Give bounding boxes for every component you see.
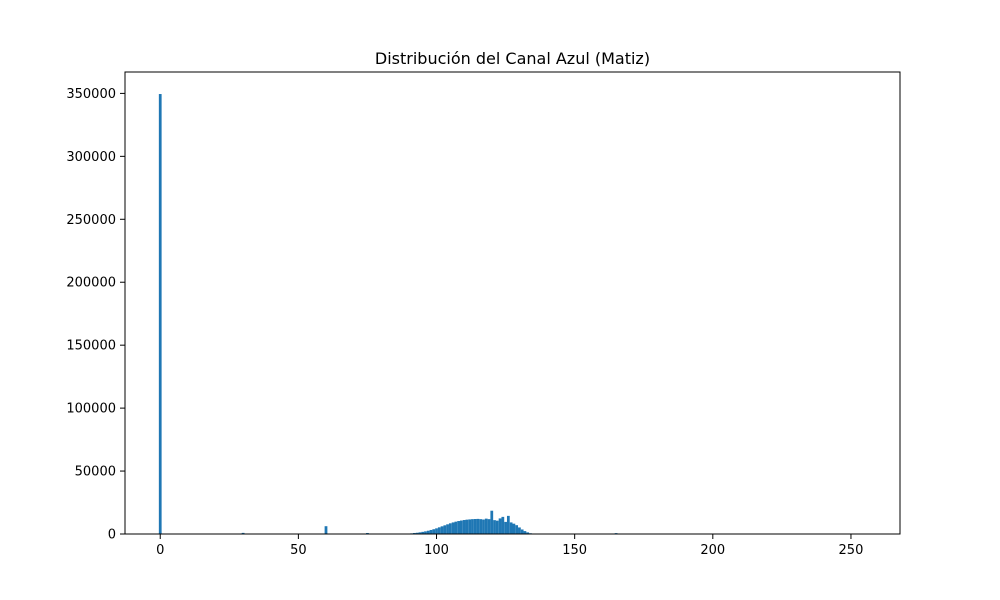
histogram-bar xyxy=(429,529,433,534)
histogram-bar xyxy=(471,519,474,534)
histogram-bar xyxy=(440,526,444,534)
histogram-bar xyxy=(473,519,477,534)
histogram-bar xyxy=(426,530,430,534)
histogram-bar xyxy=(465,519,469,534)
histogram-bar xyxy=(437,527,441,534)
histogram-bar xyxy=(462,520,466,534)
histogram-bar xyxy=(446,524,449,534)
histogram-bar xyxy=(415,532,419,534)
histogram-bar xyxy=(512,523,516,534)
histogram-bar xyxy=(476,518,480,534)
plot-frame xyxy=(124,71,901,535)
y-tick-label: 300000 xyxy=(66,150,116,165)
histogram-bar xyxy=(460,520,463,534)
histogram-bar xyxy=(435,528,438,534)
histogram-bar xyxy=(418,532,422,534)
x-tick-label: 200 xyxy=(700,543,725,558)
histogram-bar xyxy=(324,526,328,534)
histogram-bar xyxy=(432,529,436,534)
histogram-bar xyxy=(515,525,519,534)
histogram-bar xyxy=(506,515,510,534)
x-tick-label: 50 xyxy=(290,543,307,558)
histogram-bar xyxy=(457,521,460,534)
y-axis: 0 50000 100000 150000 200000 250000 300000 3500… xyxy=(66,87,125,543)
histogram-bar xyxy=(526,532,530,534)
y-tick-label: 150000 xyxy=(66,339,116,354)
histogram-bar xyxy=(520,529,524,534)
chart-title: Distribución del Canal Azul (Matiz) xyxy=(375,49,650,68)
histogram-bar xyxy=(493,520,496,534)
histogram-bar xyxy=(366,532,369,534)
y-tick-label: 250000 xyxy=(66,213,116,228)
histogram-bar xyxy=(484,518,488,534)
histogram-bar xyxy=(468,519,472,534)
histogram-bar xyxy=(482,519,485,534)
y-tick-label: 100000 xyxy=(66,402,116,417)
histogram-bar xyxy=(241,532,245,534)
histogram-bar xyxy=(451,522,455,534)
histogram-bar xyxy=(443,525,447,534)
histogram-bar xyxy=(498,518,502,534)
y-tick-label: 350000 xyxy=(66,87,116,102)
histogram-bar xyxy=(490,510,494,534)
histogram-bar xyxy=(448,523,452,534)
x-tick-label: 0 xyxy=(156,543,164,558)
histogram-bar xyxy=(421,531,425,534)
histogram-bar xyxy=(518,527,521,534)
histogram-bar xyxy=(495,520,499,534)
x-axis: 0 50 100 150 200 250 xyxy=(156,534,863,558)
x-tick-label: 100 xyxy=(424,543,449,558)
y-tick-label: 0 xyxy=(108,528,116,543)
x-tick-label: 250 xyxy=(839,543,864,558)
bars-group xyxy=(158,94,618,534)
histogram-bar xyxy=(413,532,416,534)
histogram-bar xyxy=(501,516,505,534)
histogram-bar xyxy=(509,522,513,534)
histogram-bar xyxy=(523,531,527,534)
histogram-bar xyxy=(504,521,507,534)
y-tick-label: 200000 xyxy=(66,276,116,291)
histogram-bar xyxy=(487,519,491,534)
histogram-bar xyxy=(424,531,427,534)
x-tick-label: 150 xyxy=(562,543,587,558)
y-tick-label: 50000 xyxy=(75,465,116,480)
histogram-bar xyxy=(454,521,458,534)
histogram-bar xyxy=(479,519,483,534)
histogram-bar xyxy=(158,94,162,534)
